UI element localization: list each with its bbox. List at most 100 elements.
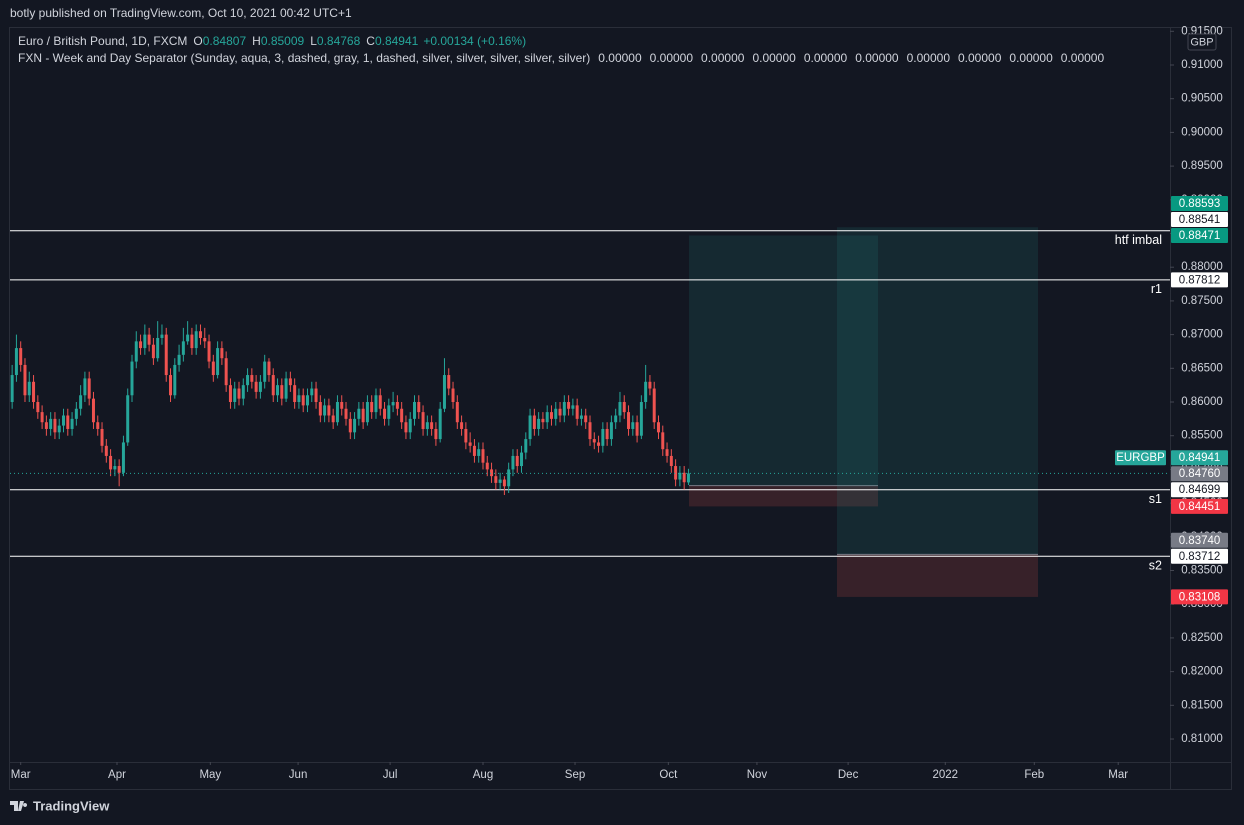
price-tag-box — [1171, 482, 1228, 498]
candle-body — [331, 415, 335, 423]
x-tick-label: Dec — [838, 769, 859, 781]
candle-body — [109, 455, 113, 470]
candle-body — [40, 412, 44, 423]
candle-body — [79, 395, 83, 409]
candle-body — [203, 337, 207, 342]
candle-body — [472, 445, 476, 456]
price-tag-box — [1171, 195, 1228, 211]
candle-body — [622, 402, 626, 413]
candle-body — [430, 422, 434, 429]
candle-body — [53, 418, 57, 433]
price-tag-box — [1171, 272, 1228, 288]
y-tick-label: 0.87000 — [1181, 329, 1223, 341]
candle-body — [485, 462, 489, 470]
change-value: +0.00134 (+0.16%) — [423, 34, 526, 48]
candle-body — [267, 361, 271, 376]
candle-body — [280, 385, 284, 399]
price-tag-label: 0.84699 — [1179, 484, 1221, 496]
price-tag-label: 0.88471 — [1179, 230, 1221, 242]
candle-body — [678, 472, 682, 480]
candle-body — [130, 361, 134, 396]
candle-body — [126, 395, 130, 443]
candle-body — [32, 381, 36, 403]
indicator-value: 0.00000 — [1061, 51, 1105, 65]
y-tick-label: 0.91000 — [1181, 59, 1223, 71]
candle-body — [194, 331, 198, 349]
candle-body — [353, 418, 357, 433]
x-tick-label: 2022 — [932, 769, 958, 781]
candle-body — [502, 479, 506, 487]
candle-body — [169, 375, 173, 396]
indicator-value: 0.00000 — [907, 51, 951, 65]
price-line-label: s1 — [1149, 492, 1162, 506]
y-tick-label: 0.89500 — [1181, 160, 1223, 172]
candle-body — [49, 418, 53, 429]
candle-body — [524, 439, 528, 453]
candle-body — [468, 442, 472, 446]
candle-body — [14, 348, 18, 376]
candle-body — [327, 405, 331, 416]
candle-body — [348, 418, 352, 433]
candle-body — [498, 479, 502, 483]
candle-body — [220, 348, 224, 359]
candle-body — [344, 408, 348, 419]
y-tick-label: 0.86000 — [1181, 396, 1223, 408]
indicator-value: 0.00000 — [752, 51, 796, 65]
candle-body — [387, 405, 391, 419]
candle-body — [511, 455, 515, 470]
price-tag-label: 0.84760 — [1179, 468, 1221, 480]
x-tick-label: Sep — [565, 769, 585, 781]
x-tick-label: Mar — [11, 769, 31, 781]
price-tag-label: 0.83108 — [1179, 591, 1221, 603]
candle-body — [451, 388, 455, 403]
ohlc-value: 0.84941 — [375, 34, 419, 48]
candle-body — [674, 466, 678, 480]
candle-body — [584, 415, 588, 423]
candle-body — [532, 415, 536, 429]
candle-body — [100, 428, 104, 446]
candle-body — [413, 402, 416, 419]
candle-body — [104, 445, 108, 456]
indicator-value: 0.00000 — [650, 51, 694, 65]
logo-icon — [10, 801, 28, 811]
candle-body — [314, 388, 318, 403]
candle-body — [442, 375, 446, 409]
x-tick-label: Apr — [108, 769, 126, 781]
candle-body — [147, 334, 151, 345]
candle-body — [374, 395, 378, 413]
profit-zone — [837, 227, 1038, 555]
candle-body — [528, 415, 532, 440]
candle-body — [592, 439, 596, 443]
footer-brand: TradingView — [33, 798, 110, 813]
candle-body — [121, 442, 125, 473]
y-tick-label: 0.88000 — [1181, 261, 1223, 273]
price-tag-box — [1171, 466, 1228, 482]
candle-body — [305, 395, 309, 406]
candle-body — [340, 402, 344, 409]
candle-body — [562, 402, 566, 416]
indicator-value: 0.00000 — [1009, 51, 1053, 65]
candle-body — [365, 402, 369, 423]
y-tick-label: 0.82000 — [1181, 666, 1223, 678]
candle-body — [74, 408, 78, 419]
candle-body — [400, 408, 404, 423]
candle-body — [567, 402, 571, 409]
candle-body — [177, 354, 181, 365]
x-tick-label: May — [199, 769, 221, 781]
candle-body — [44, 422, 48, 429]
candle-body — [27, 381, 31, 396]
candle-body — [609, 422, 613, 440]
x-tick-label: Mar — [1108, 769, 1128, 781]
y-tick-label: 0.91500 — [1181, 25, 1223, 37]
indicator-value: 0.00000 — [701, 51, 745, 65]
candle-body — [507, 469, 511, 487]
candle-body — [464, 428, 468, 443]
price-tag-label: 0.88593 — [1179, 198, 1221, 210]
candle-body — [549, 412, 553, 419]
candle-body — [139, 341, 143, 349]
candle-body — [627, 412, 631, 429]
candle-body — [434, 428, 438, 440]
candle-body — [635, 422, 639, 436]
candle-body — [19, 348, 23, 365]
